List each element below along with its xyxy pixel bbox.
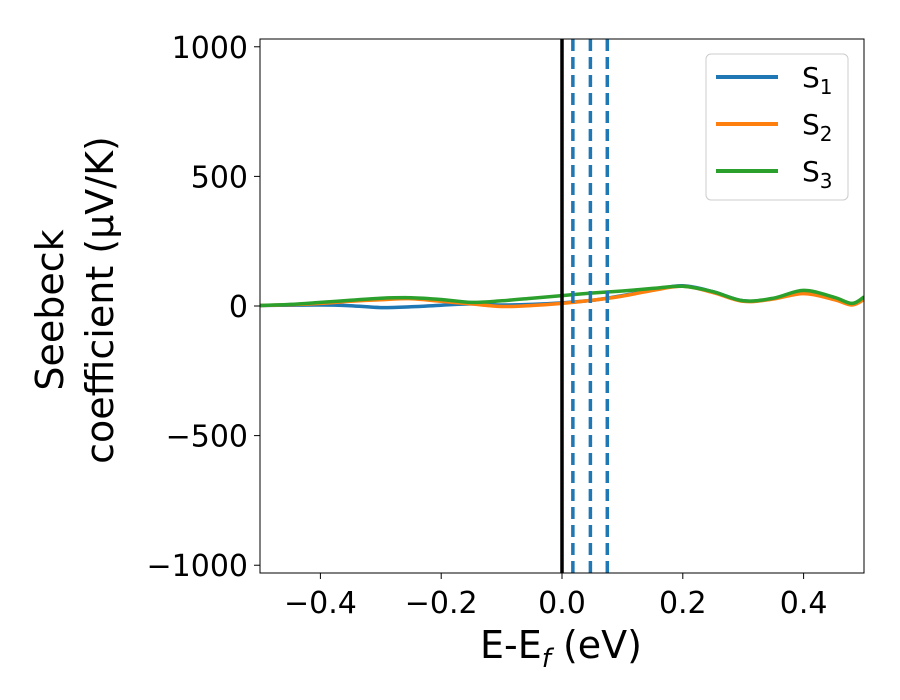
series-line-s3 xyxy=(260,284,864,308)
x-tick-label: 0.0 xyxy=(538,586,586,621)
x-tick-label: 0.2 xyxy=(659,586,707,621)
legend-label-s3: S3 xyxy=(802,155,833,193)
y-tick-label: −500 xyxy=(166,420,248,455)
x-tick-label: 0.4 xyxy=(780,586,828,621)
axis-ticks: −0.4 −0.2 0.0 0.2 0.4 −1000 −500 0 500 1000 xyxy=(147,31,828,621)
y-tick-label: 0 xyxy=(229,290,248,325)
legend-label-s1: S1 xyxy=(802,61,833,99)
legend-label-s2: S2 xyxy=(802,108,833,146)
y-axis-label: Seebeck coefficient (μV/K) xyxy=(28,136,122,464)
legend-box xyxy=(705,53,849,201)
y-axis-label-line1: Seebeck xyxy=(28,229,72,390)
x-tick-label: −0.2 xyxy=(405,586,478,621)
y-tick-label: −1000 xyxy=(147,549,248,584)
series-layer xyxy=(260,284,864,310)
y-axis-label-line2: coefficient (μV/K) xyxy=(78,136,122,464)
reference-lines xyxy=(560,39,610,573)
legend: S1 S2 S3 xyxy=(705,53,849,201)
y-tick-label: 500 xyxy=(191,160,248,195)
y-tick-label: 1000 xyxy=(172,31,248,66)
x-tick-label: −0.4 xyxy=(284,586,357,621)
x-axis-label: E-Ef (eV) xyxy=(480,623,642,674)
